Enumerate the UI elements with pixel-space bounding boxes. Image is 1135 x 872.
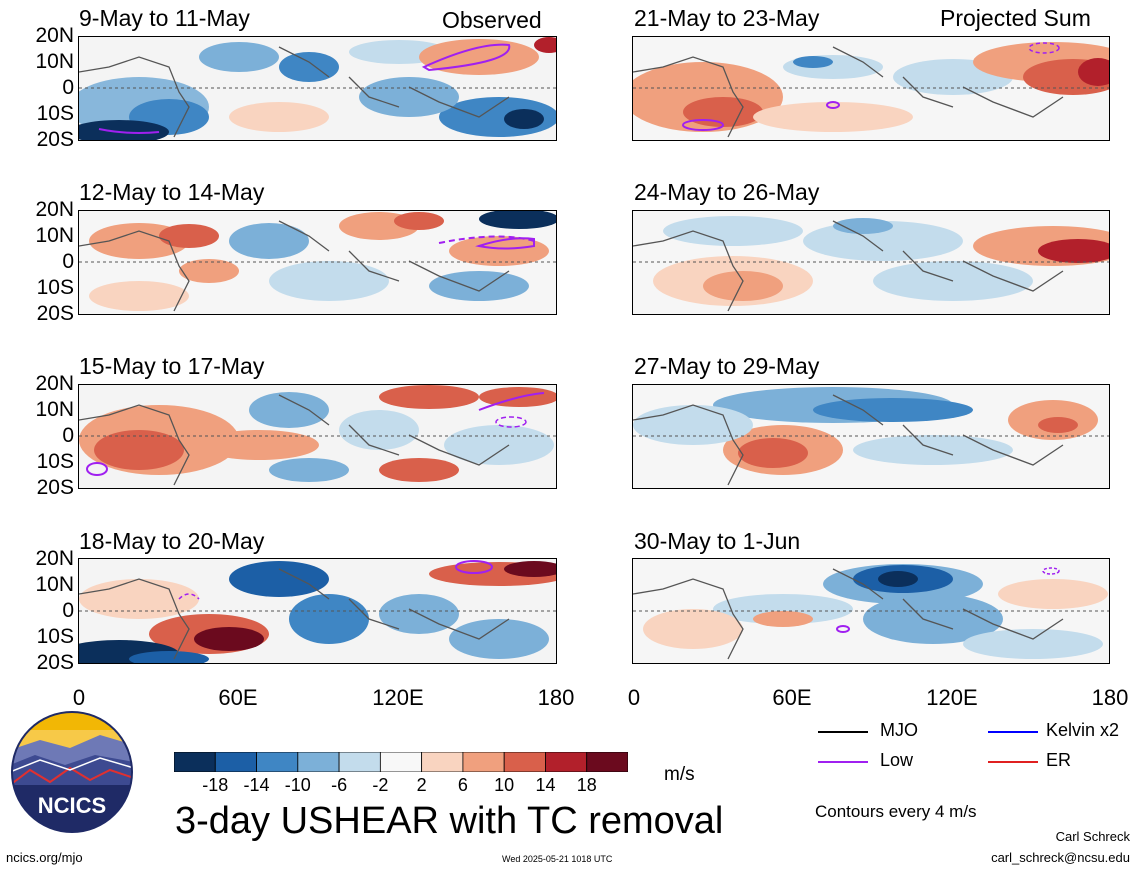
legend-line-er	[988, 761, 1038, 763]
legend-label-er: ER	[1046, 750, 1072, 770]
lon-label: 120E	[372, 685, 424, 710]
lat-label: 0	[62, 250, 74, 273]
legend-line-kelvin	[988, 731, 1038, 733]
lat-label: 10N	[35, 50, 74, 73]
lat-label: 20N	[35, 24, 74, 47]
map-panel-r2	[632, 210, 1110, 315]
legend-label-kelvin: Kelvin x2	[1046, 720, 1120, 740]
lat-label: 10S	[36, 102, 74, 125]
footer-timestamp: Wed 2025-05-21 1018 UTC	[502, 854, 613, 864]
projected-sum-label: Projected Sum	[940, 5, 1091, 31]
colorbar-segment	[545, 751, 588, 773]
panel-title-r4: 30-May to 1-Jun	[634, 528, 801, 554]
lat-label: 20S	[36, 651, 74, 674]
colorbar-tick-label: -2	[372, 775, 389, 795]
colorbar-segment	[379, 751, 423, 773]
colorbar-tick-label: 18	[576, 775, 597, 795]
colorbar-segment	[256, 751, 299, 773]
legend-line-low	[818, 761, 868, 763]
colorbar	[173, 751, 629, 773]
lon-label: 0	[72, 685, 86, 710]
lon-label: 60E	[218, 685, 258, 710]
lat-label: 20S	[36, 476, 74, 499]
shear-field-l2	[79, 211, 556, 314]
logo-text: NCICS	[38, 793, 106, 818]
colorbar-segment	[214, 751, 257, 773]
lon-label: 60E	[772, 685, 812, 710]
lat-label: 10N	[35, 224, 74, 247]
shear-field-l3	[79, 385, 556, 488]
shear-field-r4	[633, 559, 1109, 663]
panel-title-l1: 9-May to 11-May	[79, 5, 250, 31]
footer-author: Carl Schreck	[1055, 829, 1130, 844]
lat-label: 10S	[36, 276, 74, 299]
colorbar-segment	[173, 751, 216, 773]
colorbar-segment	[338, 751, 381, 773]
lat-label: 0	[62, 76, 74, 99]
map-panel-l1	[78, 36, 557, 141]
observed-label: Observed	[442, 7, 542, 33]
colorbar-segment	[462, 751, 505, 773]
main-title: 3-day USHEAR with TC removal	[175, 800, 724, 842]
lat-label: 10N	[35, 573, 74, 596]
colorbar-tick-label: -14	[243, 775, 270, 795]
shear-field-r3	[633, 385, 1109, 488]
colorbar-tick-label: -18	[202, 775, 229, 795]
shear-field-l4	[79, 559, 556, 663]
lon-label: 180	[1091, 685, 1129, 710]
lon-label: 180	[537, 685, 575, 710]
map-panel-r3	[632, 384, 1110, 489]
map-panel-l4	[78, 558, 557, 664]
shear-field-r1	[633, 37, 1109, 140]
lat-label: 0	[62, 424, 74, 447]
lat-label: 20N	[35, 547, 74, 570]
footer-url[interactable]: ncics.org/mjo	[6, 850, 83, 865]
map-panel-l3	[78, 384, 557, 489]
map-panel-r4	[632, 558, 1110, 664]
panel-title-l4: 18-May to 20-May	[79, 528, 265, 554]
colorbar-segment	[421, 751, 464, 773]
colorbar-tick-label: 10	[494, 775, 515, 795]
lat-label: 20N	[35, 198, 74, 221]
legend-label-mjo: MJO	[880, 720, 918, 740]
lat-label: 20N	[35, 372, 74, 395]
panel-title-r1: 21-May to 23-May	[634, 5, 820, 31]
lat-label: 10S	[36, 450, 74, 473]
colorbar-tick-label: 14	[535, 775, 556, 795]
ncics-logo: NCICS	[10, 710, 134, 834]
legend-label-low: Low	[880, 750, 914, 770]
panel-title-r3: 27-May to 29-May	[634, 353, 820, 379]
lat-label: 10S	[36, 625, 74, 648]
lon-label: 120E	[926, 685, 978, 710]
lat-label: 10N	[35, 398, 74, 421]
colorbar-tick-label: 2	[416, 775, 427, 795]
panel-title-l3: 15-May to 17-May	[79, 353, 265, 379]
map-panel-l2	[78, 210, 557, 315]
map-panel-r1	[632, 36, 1110, 141]
colorbar-segment	[297, 751, 340, 773]
contour-note: Contours every 4 m/s	[815, 802, 977, 821]
colorbar-units: m/s	[664, 764, 695, 785]
lat-label: 20S	[36, 302, 74, 325]
shear-field-l1	[79, 37, 556, 140]
colorbar-tick-label: -10	[284, 775, 311, 795]
shear-field-r2	[633, 211, 1109, 314]
lon-label: 0	[627, 685, 641, 710]
footer-email[interactable]: carl_schreck@ncsu.edu	[991, 850, 1130, 865]
legend-line-mjo	[818, 731, 868, 733]
lat-label: 20S	[36, 128, 74, 151]
colorbar-tick-label: 6	[457, 775, 468, 795]
colorbar-segment	[503, 751, 546, 773]
panel-title-l2: 12-May to 14-May	[79, 179, 265, 205]
colorbar-segment	[586, 751, 629, 773]
panel-title-r2: 24-May to 26-May	[634, 179, 820, 205]
colorbar-tick-label: -6	[331, 775, 348, 795]
lat-label: 0	[62, 599, 74, 622]
